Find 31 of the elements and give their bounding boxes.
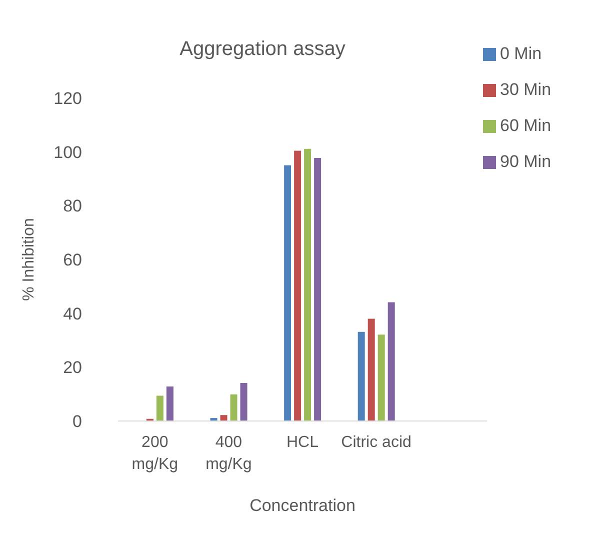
legend-label: 90 Min — [500, 152, 552, 171]
bar — [378, 334, 385, 421]
y-tick-label: 100 — [54, 142, 82, 162]
bar — [284, 165, 292, 421]
y-axis-title: % Inhibition — [20, 218, 38, 301]
bar — [314, 158, 322, 421]
x-tick-label: 200 mg/Kg — [132, 434, 178, 473]
bar — [230, 394, 238, 421]
y-tick-label: 120 — [54, 89, 82, 108]
legend-label: 0 Min — [500, 44, 542, 63]
y-tick-label: 40 — [63, 304, 82, 324]
x-tick-label: Citric acid — [341, 434, 412, 451]
y-tick-label: 80 — [63, 196, 82, 216]
x-tick-label: HCL — [286, 434, 319, 451]
x-axis-title: Concentration — [250, 496, 356, 515]
bar — [220, 415, 228, 421]
bar — [240, 383, 248, 421]
bar — [304, 148, 312, 421]
bar — [156, 396, 164, 421]
x-tick-label: 400 mg/Kg — [206, 434, 252, 473]
chart-title: Aggregation assay — [180, 38, 346, 60]
y-tick-label: 60 — [63, 250, 82, 270]
bar — [358, 332, 365, 421]
y-tick-label: 20 — [63, 358, 82, 378]
bar — [388, 302, 395, 421]
legend-label: 60 Min — [500, 116, 552, 135]
bar — [166, 386, 174, 421]
y-tick-label: 0 — [72, 412, 82, 432]
bar — [294, 150, 302, 421]
legend-label: 30 Min — [500, 80, 552, 99]
bar — [368, 318, 375, 421]
